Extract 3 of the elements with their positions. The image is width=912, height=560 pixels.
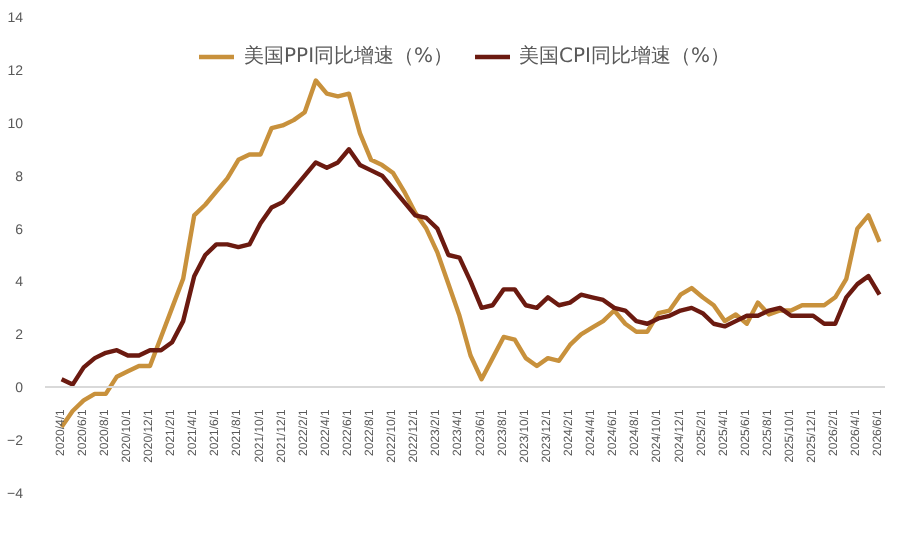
legend-label: 美国CPI同比增速（%）: [519, 43, 730, 70]
line-series: [59, 147, 882, 387]
legend-label: 美国PPI同比增速（%）: [244, 43, 454, 70]
